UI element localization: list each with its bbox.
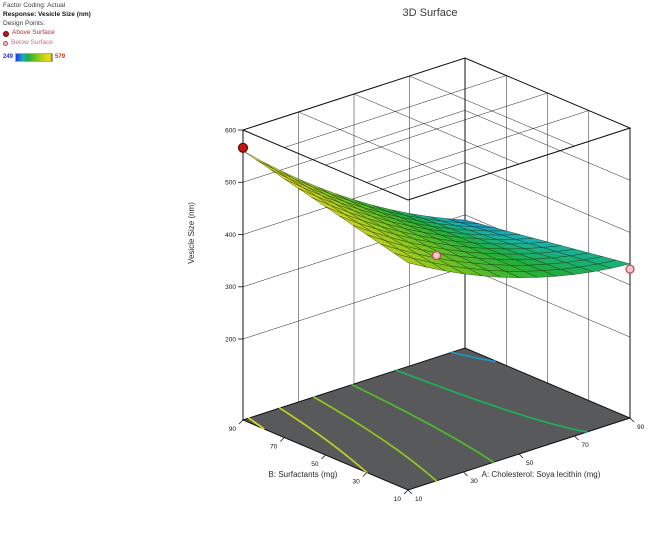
scale-max-label: 579 <box>55 54 66 61</box>
legend-panel: Factor Coding: Actual Response: Vesicle … <box>3 2 91 62</box>
svg-text:10: 10 <box>394 496 402 503</box>
svg-text:B: Surfactants (mg): B: Surfactants (mg) <box>269 470 338 479</box>
contour-line-400 <box>351 383 495 464</box>
below-surface-dot-icon <box>3 40 8 46</box>
design-points-label: Design Points: <box>3 19 45 27</box>
svg-text:A: Cholesterol: Soya lecithin: A: Cholesterol: Soya lecithin (mg) <box>482 470 601 479</box>
contour-line-550 <box>248 417 265 430</box>
design-point-below-surface <box>625 264 635 274</box>
design-point-below-surface <box>431 250 442 261</box>
floor <box>241 347 632 491</box>
contour-line-300 <box>450 351 496 363</box>
scale-min-label: 249 <box>3 54 14 61</box>
svg-text:90: 90 <box>229 426 237 433</box>
chart-title: 3D Surface <box>402 7 458 19</box>
svg-text:50: 50 <box>526 460 534 467</box>
contour-line-450 <box>312 396 438 482</box>
contour-line-350 <box>395 369 588 433</box>
above-surface-label: Above Surface <box>12 29 55 37</box>
svg-text:70: 70 <box>270 444 278 451</box>
svg-text:10: 10 <box>415 496 423 503</box>
below-surface-label: Below Surface <box>11 39 53 47</box>
svg-text:400: 400 <box>225 232 236 239</box>
svg-text:200: 200 <box>225 336 236 343</box>
svg-text:30: 30 <box>471 478 479 485</box>
svg-text:300: 300 <box>225 284 236 291</box>
svg-text:90: 90 <box>637 424 645 431</box>
color-scale: 249 579 <box>3 52 91 62</box>
svg-text:600: 600 <box>225 127 236 134</box>
svg-text:70: 70 <box>582 442 590 449</box>
svg-text:30: 30 <box>353 479 361 486</box>
legend-below-surface-row: Below Surface <box>3 39 91 48</box>
svg-text:500: 500 <box>225 180 236 187</box>
contour-line-500 <box>278 407 368 474</box>
color-scale-gradient-bar <box>15 52 54 62</box>
svg-text:Vesicle Size (nm): Vesicle Size (nm) <box>187 202 196 264</box>
design-point-above-surface <box>237 142 249 153</box>
legend-above-surface-row: Above Surface <box>3 29 91 38</box>
floor-contours <box>248 351 588 482</box>
surface-mesh <box>242 150 631 278</box>
design-points <box>237 142 635 274</box>
factor-coding-label: Factor Coding: Actual <box>3 2 66 9</box>
svg-text:50: 50 <box>311 461 319 468</box>
above-surface-dot-icon <box>3 30 9 37</box>
response-label: Response: Vesicle Size (nm) <box>3 10 91 18</box>
axes: 200 300 400 500 600 10 30 50 70 90 10 30 50 70 90 A: Ch… <box>187 127 645 503</box>
